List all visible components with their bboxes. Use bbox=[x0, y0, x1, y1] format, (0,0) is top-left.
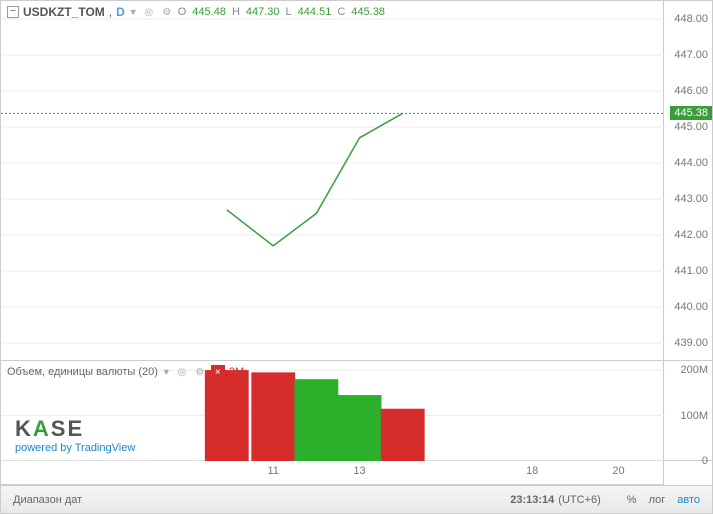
high-value: 447.30 bbox=[246, 6, 280, 18]
clock-tz: (UTC+6) bbox=[558, 494, 600, 506]
time-tick: 13 bbox=[353, 465, 365, 477]
collapse-icon[interactable]: − bbox=[7, 6, 19, 18]
open-value: 445.48 bbox=[192, 6, 226, 18]
volume-chart[interactable]: Объем, единицы валюты (20) ▼ ◎ ⚙ × 3M KA… bbox=[1, 361, 664, 461]
price-tick: 441.00 bbox=[674, 265, 708, 277]
open-label: O bbox=[178, 6, 187, 18]
price-axis[interactable]: 439.00 440.00 441.00 442.00 443.00 444.00 445.… bbox=[664, 1, 712, 361]
auto-button[interactable]: авто bbox=[671, 492, 706, 508]
logo: KASE powered by TradingView bbox=[15, 416, 135, 454]
price-tick: 440.00 bbox=[674, 301, 708, 313]
volume-tick: 200M bbox=[680, 364, 708, 376]
chart-container: − USDKZT_TOM , D ▼ ◎ ⚙ O 445.48 H 447.30… bbox=[0, 0, 713, 514]
price-tick: 439.00 bbox=[674, 337, 708, 349]
price-tick: 443.00 bbox=[674, 193, 708, 205]
time-tick: 11 bbox=[268, 465, 279, 477]
close-value: 445.38 bbox=[351, 6, 385, 18]
low-label: L bbox=[286, 6, 292, 18]
price-tick: 444.00 bbox=[674, 157, 708, 169]
volume-tick: 0 bbox=[702, 455, 708, 467]
bottom-toolbar: Диапазон дат 23:13:14 (UTC+6) % лог авто bbox=[1, 485, 712, 513]
chevron-down-icon[interactable]: ▼ bbox=[162, 367, 171, 377]
log-button[interactable]: лог bbox=[643, 492, 672, 508]
volume-header: Объем, единицы валюты (20) ▼ ◎ ⚙ × 3M bbox=[7, 365, 244, 379]
clock-time: 23:13:14 bbox=[510, 494, 554, 506]
price-tick: 447.00 bbox=[674, 49, 708, 61]
symbol-separator: , bbox=[109, 5, 112, 19]
chart-header: − USDKZT_TOM , D ▼ ◎ ⚙ O 445.48 H 447.30… bbox=[7, 5, 385, 19]
time-tick: 20 bbox=[612, 465, 624, 477]
price-chart[interactable]: − USDKZT_TOM , D ▼ ◎ ⚙ O 445.48 H 447.30… bbox=[1, 1, 664, 361]
volume-axis[interactable]: 0100M200M bbox=[664, 361, 712, 461]
volume-tick: 100M bbox=[680, 410, 708, 422]
volume-title: Объем, единицы валюты (20) bbox=[7, 366, 158, 378]
price-tick: 448.00 bbox=[674, 13, 708, 25]
date-range-button[interactable]: Диапазон дат bbox=[7, 492, 88, 508]
eye-icon[interactable]: ◎ bbox=[142, 5, 156, 19]
close-icon[interactable]: × bbox=[211, 365, 225, 379]
close-label: C bbox=[337, 6, 345, 18]
ohlc-readout: O 445.48 H 447.30 L 444.51 C 445.38 bbox=[178, 6, 385, 18]
interval-label[interactable]: D bbox=[116, 5, 125, 19]
high-label: H bbox=[232, 6, 240, 18]
price-tick: 442.00 bbox=[674, 229, 708, 241]
eye-icon[interactable]: ◎ bbox=[175, 365, 189, 379]
logo-subtitle: powered by TradingView bbox=[15, 442, 135, 454]
logo-text: KASE bbox=[15, 416, 135, 442]
price-svg bbox=[1, 1, 665, 361]
time-axis[interactable]: 11 13 18 20 bbox=[1, 461, 664, 485]
current-price-label: 445.38 bbox=[670, 106, 712, 120]
low-value: 444.51 bbox=[298, 6, 332, 18]
price-tick: 445.00 bbox=[674, 121, 708, 133]
settings-icon[interactable]: ⚙ bbox=[193, 365, 207, 379]
settings-icon[interactable]: ⚙ bbox=[160, 5, 174, 19]
volume-value: 3M bbox=[229, 366, 244, 378]
chevron-down-icon[interactable]: ▼ bbox=[129, 7, 138, 17]
time-tick: 18 bbox=[526, 465, 538, 477]
price-tick: 446.00 bbox=[674, 85, 708, 97]
symbol-name[interactable]: USDKZT_TOM bbox=[23, 5, 105, 19]
percent-button[interactable]: % bbox=[621, 492, 643, 508]
